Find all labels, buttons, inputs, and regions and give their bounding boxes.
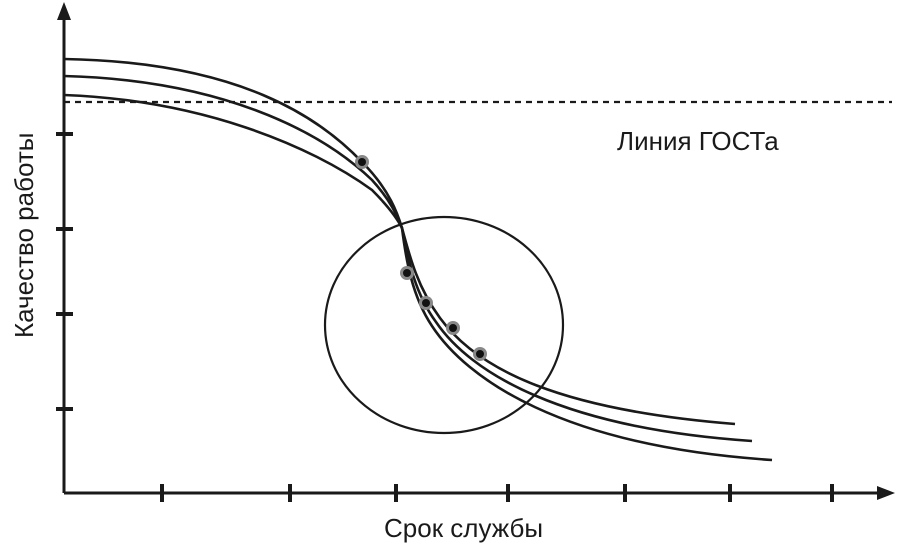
curve-point <box>400 266 414 280</box>
curve-point <box>419 296 433 310</box>
curve-point <box>355 155 369 169</box>
curve-point <box>446 321 460 335</box>
curve-points <box>355 155 487 361</box>
highlight-circle <box>323 215 565 435</box>
degradation-curve-upper <box>63 57 736 426</box>
x-axis-arrow-icon <box>877 486 895 500</box>
y-axis-arrow-icon <box>57 2 71 20</box>
y-axis-label: Качество работы <box>9 133 39 338</box>
degradation-curve-lower <box>63 93 773 462</box>
gost-line-label: Линия ГОСТа <box>617 126 779 156</box>
x-ticks <box>160 484 834 502</box>
curve-point <box>473 347 487 361</box>
x-axis-label: Срок службы <box>384 513 543 543</box>
y-ticks <box>56 132 73 411</box>
